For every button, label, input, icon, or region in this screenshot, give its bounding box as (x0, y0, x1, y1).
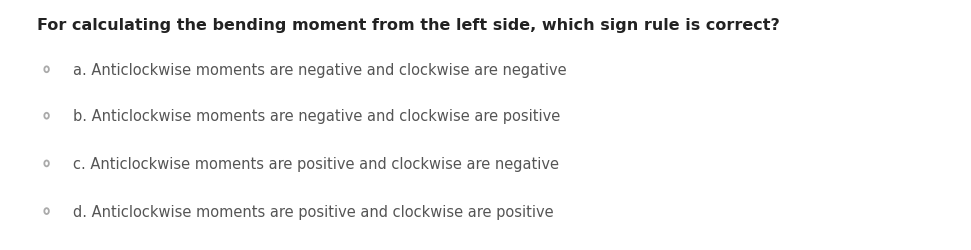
Text: a. Anticlockwise moments are negative and clockwise are negative: a. Anticlockwise moments are negative an… (73, 62, 566, 78)
Text: b. Anticlockwise moments are negative and clockwise are positive: b. Anticlockwise moments are negative an… (73, 109, 560, 124)
Text: d. Anticlockwise moments are positive and clockwise are positive: d. Anticlockwise moments are positive an… (73, 204, 553, 219)
Text: c. Anticlockwise moments are positive and clockwise are negative: c. Anticlockwise moments are positive an… (73, 156, 559, 171)
Text: For calculating the bending moment from the left side, which sign rule is correc: For calculating the bending moment from … (37, 18, 780, 32)
